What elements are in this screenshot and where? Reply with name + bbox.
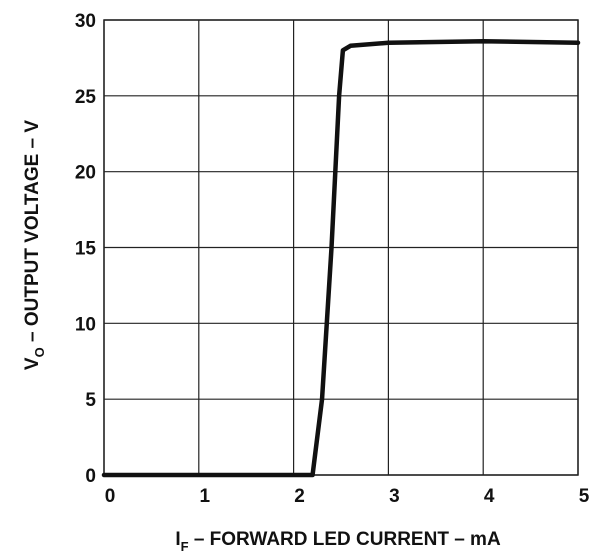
y-axis-label-main: V xyxy=(22,357,43,370)
y-tick-labels: 0 5 10 15 20 25 30 xyxy=(75,11,97,487)
y-tick-label-4: 20 xyxy=(75,163,96,184)
x-tick-label-3: 3 xyxy=(389,486,400,507)
x-axis-label-rest: – FORWARD LED CURRENT – mA xyxy=(189,529,501,550)
plot-frame xyxy=(103,19,579,476)
x-tick-label-0: 0 xyxy=(105,486,116,507)
y-tick-label-5: 25 xyxy=(75,87,97,108)
x-tick-labels: 0 1 2 3 4 5 xyxy=(105,486,590,507)
y-axis-label-subscript: O xyxy=(32,347,47,357)
y-axis-label-rest: – OUTPUT VOLTAGE – V xyxy=(22,120,43,348)
x-tick-label-1: 1 xyxy=(200,486,211,507)
x-tick-label-2: 2 xyxy=(294,486,305,507)
y-tick-label-1: 5 xyxy=(85,390,96,411)
x-axis-label-main: I xyxy=(175,529,180,550)
x-axis-label-subscript: F xyxy=(181,539,189,554)
y-tick-label-2: 10 xyxy=(75,314,96,335)
x-tick-label-4: 4 xyxy=(484,486,495,507)
curve-layer xyxy=(101,38,581,478)
x-axis-label: IF – FORWARD LED CURRENT – mA xyxy=(175,529,501,554)
y-tick-label-0: 0 xyxy=(85,466,96,487)
y-axis-label: VO – OUTPUT VOLTAGE – V xyxy=(22,120,47,370)
y-tick-label-3: 15 xyxy=(75,239,97,260)
y-tick-label-6: 30 xyxy=(75,11,96,32)
x-tick-label-5: 5 xyxy=(579,486,590,507)
series-line-0 xyxy=(101,38,581,478)
